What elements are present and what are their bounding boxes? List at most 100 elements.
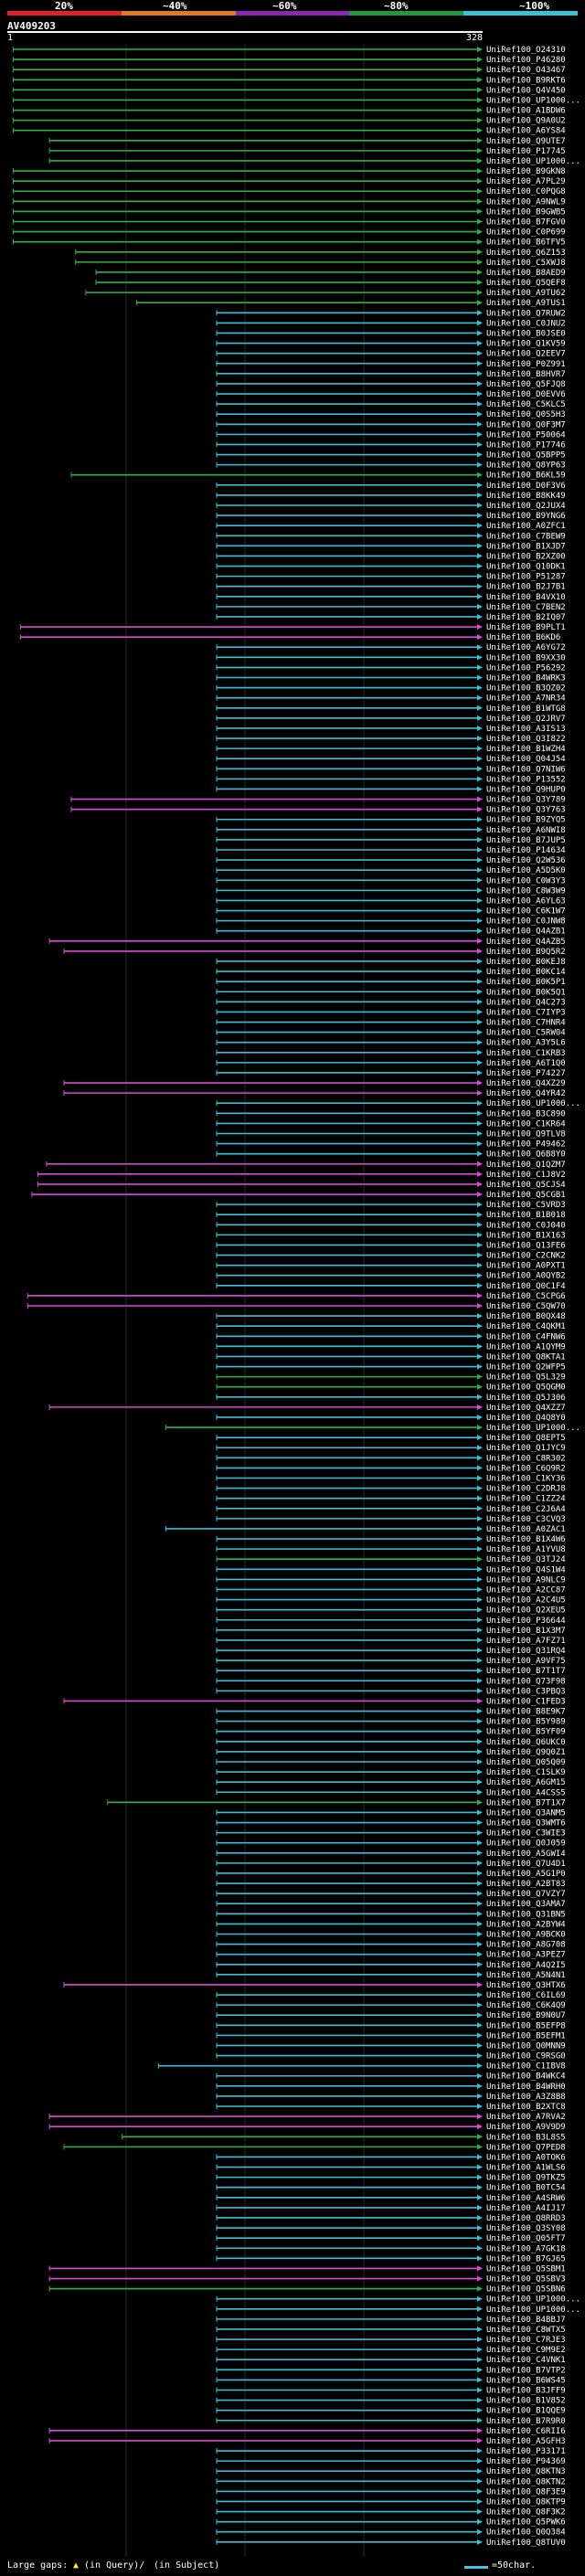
hit-label[interactable]: UniRef100_B6KL59 bbox=[486, 472, 566, 481]
hit-label[interactable]: UniRef100_Q4C273 bbox=[486, 998, 566, 1007]
hit-label[interactable]: UniRef100_B1X4W6 bbox=[486, 1535, 566, 1544]
hit-label[interactable]: UniRef100_Q0Q384 bbox=[486, 2528, 566, 2538]
hit-label[interactable]: UniRef100_B4BBJ7 bbox=[486, 2316, 566, 2325]
hit-label[interactable]: UniRef100_Q0C1F4 bbox=[486, 1282, 566, 1291]
hit-label[interactable]: UniRef100_C1KY36 bbox=[486, 1475, 566, 1484]
hit-label[interactable]: UniRef100_Q8KTP9 bbox=[486, 2497, 566, 2507]
hit-label[interactable]: UniRef100_Q5QEF8 bbox=[486, 279, 566, 288]
hit-label[interactable]: UniRef100_C4FNW6 bbox=[486, 1332, 566, 1341]
hit-label[interactable]: UniRef100_Q5L329 bbox=[486, 1373, 566, 1383]
hit-label[interactable]: UniRef100_Q7NIW6 bbox=[486, 765, 566, 774]
hit-label[interactable]: UniRef100_A2C4U5 bbox=[486, 1596, 566, 1606]
hit-label[interactable]: UniRef100_Q3Y789 bbox=[486, 796, 566, 805]
hit-label[interactable]: UniRef100_C0W3Y3 bbox=[486, 876, 566, 885]
hit-label[interactable]: UniRef100_Q8F3K2 bbox=[486, 2508, 566, 2518]
hit-label[interactable]: UniRef100_Q4XZ29 bbox=[486, 1079, 566, 1088]
hit-label[interactable]: UniRef100_A6GM15 bbox=[486, 1778, 566, 1787]
hit-label[interactable]: UniRef100_A2CC87 bbox=[486, 1585, 566, 1595]
hit-label[interactable]: UniRef100_Q6UKC0 bbox=[486, 1738, 566, 1747]
hit-label[interactable]: UniRef100_C9RSG0 bbox=[486, 2052, 566, 2062]
hit-label[interactable]: UniRef100_C1FED3 bbox=[486, 1697, 566, 1706]
hit-label[interactable]: UniRef100_P0Z991 bbox=[486, 360, 566, 369]
hit-label[interactable]: UniRef100_A9VF75 bbox=[486, 1657, 566, 1666]
hit-label[interactable]: UniRef100_Q04J54 bbox=[486, 755, 566, 764]
hit-label[interactable]: UniRef100_A9TUS1 bbox=[486, 299, 566, 308]
hit-label[interactable]: UniRef100_B9GKN8 bbox=[486, 167, 566, 176]
hit-label[interactable]: UniRef100_Q05Q09 bbox=[486, 1758, 566, 1767]
hit-label[interactable]: UniRef100_B6KD6 bbox=[486, 633, 560, 642]
hit-label[interactable]: UniRef100_B8KK49 bbox=[486, 492, 566, 501]
hit-label[interactable]: UniRef100_A0TOK6 bbox=[486, 2153, 566, 2162]
hit-label[interactable]: UniRef100_B1X163 bbox=[486, 1231, 566, 1240]
hit-label[interactable]: UniRef100_Q8F3E9 bbox=[486, 2487, 566, 2496]
hit-label[interactable]: UniRef100_Q3ANM5 bbox=[486, 1808, 566, 1818]
hit-label[interactable]: UniRef100_UP1000... bbox=[486, 2295, 580, 2305]
hit-label[interactable]: UniRef100_C1IBV8 bbox=[486, 2062, 566, 2072]
hit-label[interactable]: UniRef100_Q0F3M7 bbox=[486, 420, 566, 429]
hit-label[interactable]: UniRef100_Q4AZB1 bbox=[486, 928, 566, 937]
hit-label[interactable]: UniRef100_C4QKM1 bbox=[486, 1322, 566, 1331]
hit-label[interactable]: UniRef100_Q4Q8Y0 bbox=[486, 1414, 566, 1423]
hit-label[interactable]: UniRef100_B1QQE9 bbox=[486, 2407, 566, 2416]
hit-label[interactable]: UniRef100_B6WS45 bbox=[486, 2376, 566, 2385]
hit-label[interactable]: UniRef100_C7HNR4 bbox=[486, 1019, 566, 1028]
hit-label[interactable]: UniRef100_B0K5P1 bbox=[486, 978, 566, 987]
hit-label[interactable]: UniRef100_B0K5Q1 bbox=[486, 988, 566, 997]
hit-label[interactable]: UniRef100_B9ZYQ5 bbox=[486, 816, 566, 825]
hit-label[interactable]: UniRef100_Q3AMA7 bbox=[486, 1900, 566, 1909]
hit-label[interactable]: UniRef100_C1KRB3 bbox=[486, 1049, 566, 1058]
hit-label[interactable]: UniRef100_Q2EEV7 bbox=[486, 350, 566, 359]
hit-label[interactable]: UniRef100_A4CSS5 bbox=[486, 1788, 566, 1797]
hit-label[interactable]: UniRef100_C6K4Q9 bbox=[486, 2001, 566, 2010]
hit-label[interactable]: UniRef100_A7NR34 bbox=[486, 694, 566, 704]
hit-label[interactable]: UniRef100_B3C890 bbox=[486, 1109, 566, 1118]
hit-label[interactable]: UniRef100_B9N0U7 bbox=[486, 2011, 566, 2020]
hit-label[interactable]: UniRef100_Q6Z153 bbox=[486, 249, 566, 258]
hit-label[interactable]: UniRef100_B7JUP5 bbox=[486, 836, 566, 845]
hit-label[interactable]: UniRef100_C5XWJ8 bbox=[486, 259, 566, 268]
hit-label[interactable]: UniRef100_A1YVU8 bbox=[486, 1545, 566, 1554]
hit-label[interactable]: UniRef100_Q10DK1 bbox=[486, 563, 566, 572]
hit-label[interactable]: UniRef100_B7GJ65 bbox=[486, 2254, 566, 2263]
hit-label[interactable]: UniRef100_Q5SBV3 bbox=[486, 2275, 566, 2284]
hit-label[interactable]: UniRef100_A7RVA2 bbox=[486, 2113, 566, 2122]
hit-label[interactable]: UniRef100_O24310 bbox=[486, 46, 566, 55]
hit-label[interactable]: UniRef100_C5CPG6 bbox=[486, 1292, 566, 1301]
hit-label[interactable]: UniRef100_B7VTP2 bbox=[486, 2366, 566, 2375]
hit-label[interactable]: UniRef100_Q4V450 bbox=[486, 86, 566, 95]
hit-label[interactable]: UniRef100_Q2XEU5 bbox=[486, 1606, 566, 1616]
hit-label[interactable]: UniRef100_Q2JUX4 bbox=[486, 502, 566, 511]
hit-label[interactable]: UniRef100_C5VRD3 bbox=[486, 1201, 566, 1210]
hit-label[interactable]: UniRef100_C6IL69 bbox=[486, 1991, 566, 2000]
hit-label[interactable]: UniRef100_UP1000... bbox=[486, 157, 580, 166]
hit-label[interactable]: UniRef100_Q7VZY7 bbox=[486, 1890, 566, 1899]
hit-label[interactable]: UniRef100_D0F3V6 bbox=[486, 482, 566, 491]
hit-label[interactable]: UniRef100_Q4YR42 bbox=[486, 1089, 566, 1098]
hit-label[interactable]: UniRef100_Q5CJS4 bbox=[486, 1181, 566, 1190]
hit-label[interactable]: UniRef100_Q8YP63 bbox=[486, 461, 566, 471]
hit-label[interactable]: UniRef100_Q3WMT6 bbox=[486, 1819, 566, 1829]
hit-label[interactable]: UniRef100_C1ZZ24 bbox=[486, 1495, 566, 1504]
hit-label[interactable]: UniRef100_B0KEJ8 bbox=[486, 958, 566, 967]
hit-label[interactable]: UniRef100_C6RII6 bbox=[486, 2427, 566, 2436]
hit-label[interactable]: UniRef100_A9BCK0 bbox=[486, 1931, 566, 1940]
hit-label[interactable]: UniRef100_Q31RQ4 bbox=[486, 1647, 566, 1656]
hit-label[interactable]: UniRef100_B2J7B1 bbox=[486, 583, 566, 592]
hit-label[interactable]: UniRef100_B4WRH0 bbox=[486, 2083, 566, 2092]
hit-label[interactable]: UniRef100_Q0MNN9 bbox=[486, 2041, 566, 2051]
hit-label[interactable]: UniRef100_C2CNK2 bbox=[486, 1252, 566, 1261]
hit-label[interactable]: UniRef100_A9V9D9 bbox=[486, 2123, 566, 2132]
hit-label[interactable]: UniRef100_C5QW70 bbox=[486, 1302, 566, 1311]
hit-label[interactable]: UniRef100_Q05FT7 bbox=[486, 2234, 566, 2243]
hit-label[interactable]: UniRef100_B1XJD7 bbox=[486, 542, 566, 551]
hit-label[interactable]: UniRef100_B0TC54 bbox=[486, 2184, 566, 2193]
hit-label[interactable]: UniRef100_Q9A0U2 bbox=[486, 117, 566, 126]
hit-label[interactable]: UniRef100_C8W3W9 bbox=[486, 886, 566, 896]
hit-label[interactable]: UniRef100_P51287 bbox=[486, 573, 566, 582]
hit-label[interactable]: UniRef100_A1BDW6 bbox=[486, 107, 566, 116]
hit-label[interactable]: UniRef100_Q7PED8 bbox=[486, 2143, 566, 2152]
hit-label[interactable]: UniRef100_Q1KV59 bbox=[486, 340, 566, 349]
hit-label[interactable]: UniRef100_UP1000... bbox=[486, 2306, 580, 2315]
hit-label[interactable]: UniRef100_D0EVV6 bbox=[486, 390, 566, 399]
hit-label[interactable]: UniRef100_A1WLS6 bbox=[486, 2164, 566, 2173]
